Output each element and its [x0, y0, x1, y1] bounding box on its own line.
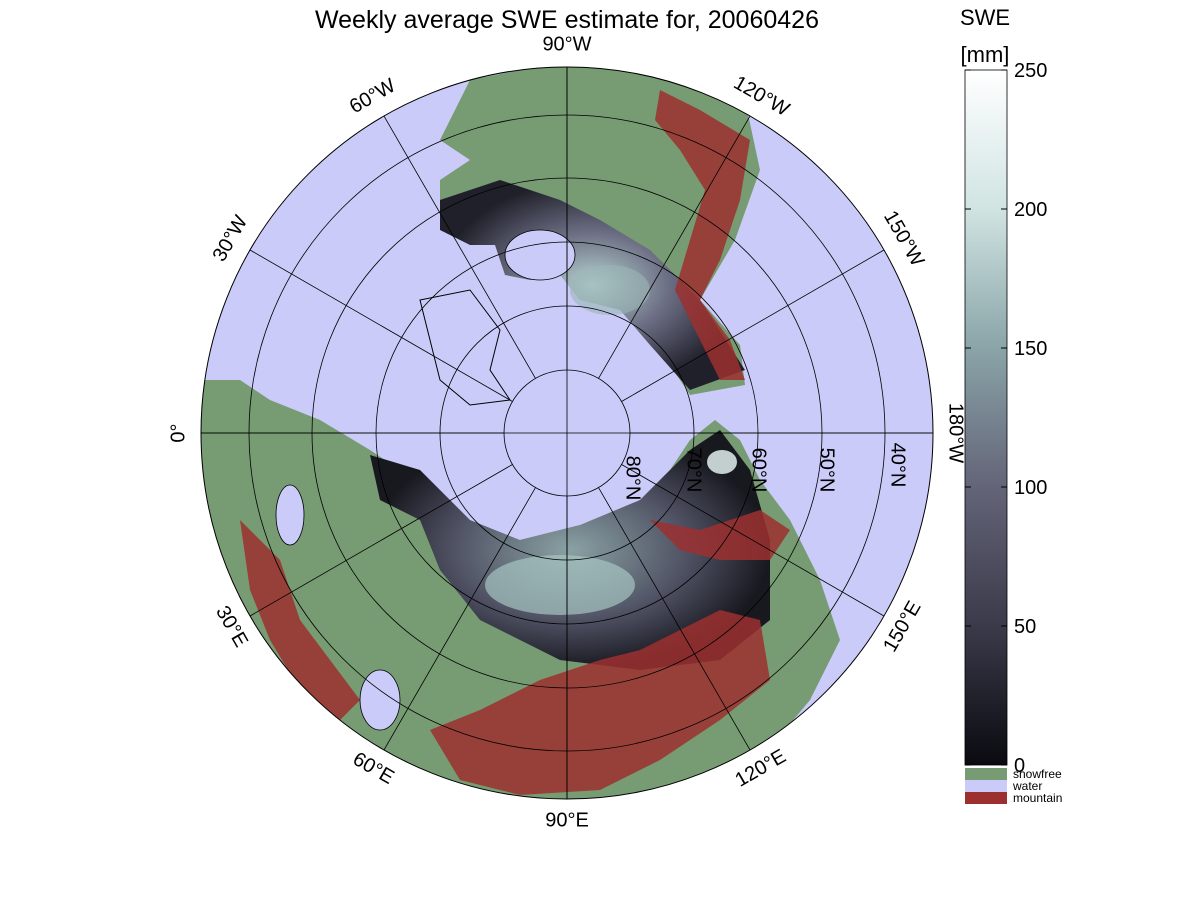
colorbar-tick-label: 200	[1014, 199, 1047, 221]
meridian-line	[598, 487, 751, 751]
colorbar-tick-label: 150	[1014, 338, 1047, 360]
meridian-line	[383, 487, 536, 751]
lat-label: 80°N	[622, 456, 644, 501]
lon-label: 180°W	[945, 403, 967, 463]
chart-title: Weekly average SWE estimate for, 2006042…	[315, 6, 819, 34]
colorbar-tick-label: 250	[1014, 60, 1047, 82]
colorbar-label-swe: SWE	[960, 5, 1010, 30]
colorbar-label-unit: [mm]	[961, 42, 1010, 67]
legend-label-water: water	[1012, 779, 1042, 793]
swe-region-eurasia	[370, 430, 770, 670]
lat-label: 70°N	[683, 448, 705, 493]
meridian-line	[621, 249, 885, 402]
swe-high-patch-2	[570, 265, 650, 315]
legend-swatch-snowfree	[965, 768, 1007, 780]
lon-label: 90°E	[545, 809, 589, 831]
lat-label: 40°N	[887, 443, 909, 488]
legend-swatch-water	[965, 780, 1007, 792]
meridian-line	[598, 115, 751, 379]
mountains-rockies	[655, 90, 750, 380]
lon-label: 0°	[167, 423, 189, 442]
colorbar-tick-label: 0	[1014, 755, 1025, 777]
mountains-east-siberia	[650, 510, 790, 560]
water-hudson-bay	[504, 229, 576, 281]
meridian-line	[621, 464, 885, 617]
water-baltic	[275, 484, 305, 546]
meridian-line	[249, 249, 513, 402]
swe-high-patch-3	[707, 450, 737, 474]
graticule	[201, 67, 933, 799]
latitude-labels: 80°N 70°N 60°N 50°N 40°N	[622, 443, 909, 501]
legend-swatch-mountain	[965, 792, 1007, 804]
colorbar-tick-label: 50	[1014, 616, 1036, 638]
meridian-line	[383, 115, 536, 379]
colorbar-tick-label: 100	[1014, 477, 1047, 499]
colorbar: SWE [mm] 0 50 100 150 200 250	[960, 5, 1047, 777]
water-caspian	[359, 669, 401, 731]
meridian-line	[249, 464, 513, 617]
colorbar-gradient	[964, 69, 1008, 766]
lat-label: 50°N	[816, 448, 838, 493]
mountains-central-asia	[430, 610, 770, 795]
colorbar-ticks: 0 50 100 150 200 250	[965, 60, 1047, 777]
lon-label: 90°W	[542, 33, 591, 55]
polar-map: 90°W120°W150°W180°W150°E120°E90°E60°E30°…	[167, 33, 966, 831]
legend-label-mountain: mountain	[1013, 791, 1062, 805]
swe-high-patch-1	[485, 555, 635, 615]
map-boundary	[200, 66, 934, 800]
lat-label: 60°N	[748, 448, 770, 493]
mountains-europe	[240, 520, 360, 720]
legend-label-snowfree: snowfree	[1013, 767, 1062, 781]
